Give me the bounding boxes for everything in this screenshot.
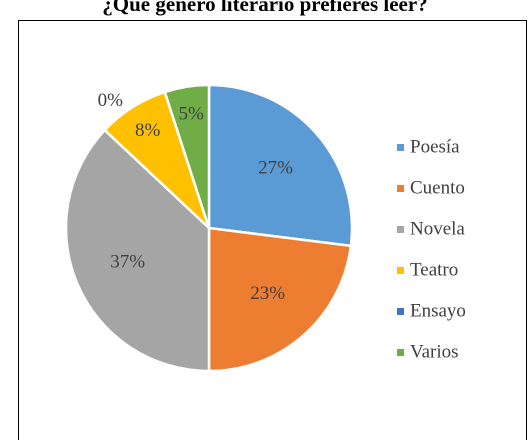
legend-label: Varios bbox=[410, 341, 459, 362]
legend-swatch bbox=[397, 349, 404, 356]
legend-label: Poesía bbox=[410, 136, 460, 157]
pie-slice bbox=[207, 226, 353, 373]
legend-label: Cuento bbox=[410, 177, 465, 198]
legend-label: Novela bbox=[410, 218, 465, 239]
pie-slice bbox=[64, 128, 211, 373]
pie-slice bbox=[207, 83, 354, 248]
legend-swatch bbox=[397, 185, 404, 192]
data-label: 5% bbox=[178, 103, 204, 124]
data-label: 8% bbox=[135, 120, 161, 141]
legend-swatch bbox=[397, 267, 404, 274]
legend-swatch bbox=[397, 308, 404, 315]
legend-label: Teatro bbox=[410, 259, 458, 280]
legend-label: Ensayo bbox=[410, 300, 466, 321]
legend-swatch bbox=[397, 144, 404, 151]
data-label: 27% bbox=[258, 158, 293, 179]
data-label: 0% bbox=[98, 90, 124, 111]
data-label: 23% bbox=[250, 283, 285, 304]
pie-slice bbox=[163, 83, 211, 229]
data-label: 37% bbox=[110, 252, 145, 273]
legend-swatch bbox=[397, 226, 404, 233]
chart-title: ¿Qué género literario prefieres leer? bbox=[102, 0, 427, 16]
